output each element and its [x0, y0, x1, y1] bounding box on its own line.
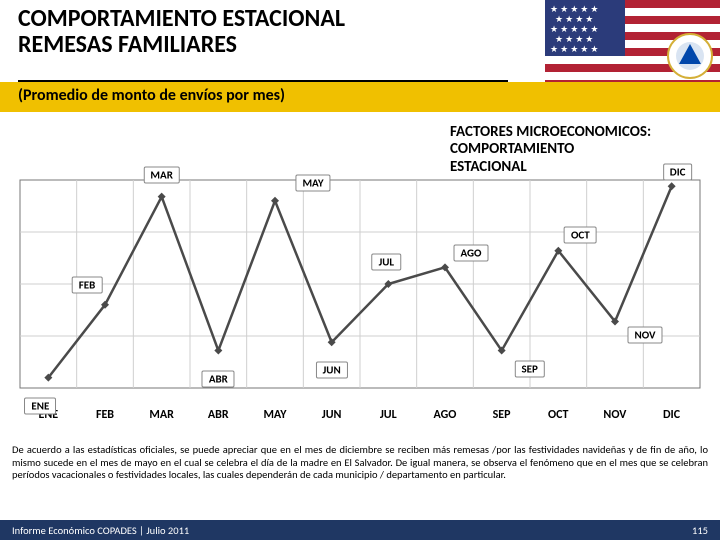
x-tick: AGO — [417, 408, 474, 422]
point-label: OCT — [564, 226, 597, 243]
point-label: DIC — [663, 164, 693, 181]
x-tick: ABR — [190, 408, 247, 422]
x-tick: MAY — [247, 408, 304, 422]
header: ★ ★ ★ ★ ★★ ★ ★ ★ ★ ★ ★ ★ ★★ ★ ★ ★ ★ ★ ★ … — [0, 0, 720, 112]
point-label: MAR — [143, 166, 179, 183]
x-tick: NOV — [587, 408, 644, 422]
body-paragraph: De acuerdo a las estadísticas oficiales,… — [12, 444, 708, 482]
point-label: SEP — [514, 360, 544, 377]
point-label: MAY — [295, 174, 330, 191]
x-tick: MAR — [133, 408, 190, 422]
point-label: JUL — [372, 254, 401, 271]
footer-left: Informe Económico COPADES | Julio 2011 — [12, 524, 189, 537]
title-line1: COMPORTAMIENTO ESTACIONAL — [18, 4, 345, 33]
x-tick: SEP — [473, 408, 530, 422]
point-label: FEB — [72, 276, 103, 293]
page-number: 115 — [692, 524, 708, 537]
page-title: COMPORTAMIENTO ESTACIONAL REMESAS FAMILI… — [18, 6, 345, 59]
title-underline — [18, 80, 508, 82]
point-label: NOV — [627, 327, 662, 344]
point-label: JUN — [316, 362, 348, 379]
chart-area: FACTORES MICROECONOMICOS: COMPORTAMIENTO… — [10, 118, 710, 438]
page-subtitle: (Promedio de monto de envíos por mes) — [18, 86, 285, 105]
x-tick: JUL — [360, 408, 417, 422]
x-tick: FEB — [77, 408, 134, 422]
point-label: ENE — [24, 397, 56, 414]
x-axis: ENEFEBMARABRMAYJUNJULAGOSEPOCTNOVDIC — [10, 408, 700, 422]
point-label: AGO — [454, 245, 489, 262]
x-tick: DIC — [643, 408, 700, 422]
title-line2: REMESAS FAMILIARES — [18, 30, 237, 59]
point-label: ABR — [202, 370, 235, 387]
footer: Informe Económico COPADES | Julio 2011 1… — [0, 520, 720, 540]
x-tick: JUN — [303, 408, 360, 422]
line-chart — [10, 118, 710, 408]
x-tick: OCT — [530, 408, 587, 422]
svg-text:★ ★ ★ ★ ★: ★ ★ ★ ★ ★ — [550, 44, 598, 55]
